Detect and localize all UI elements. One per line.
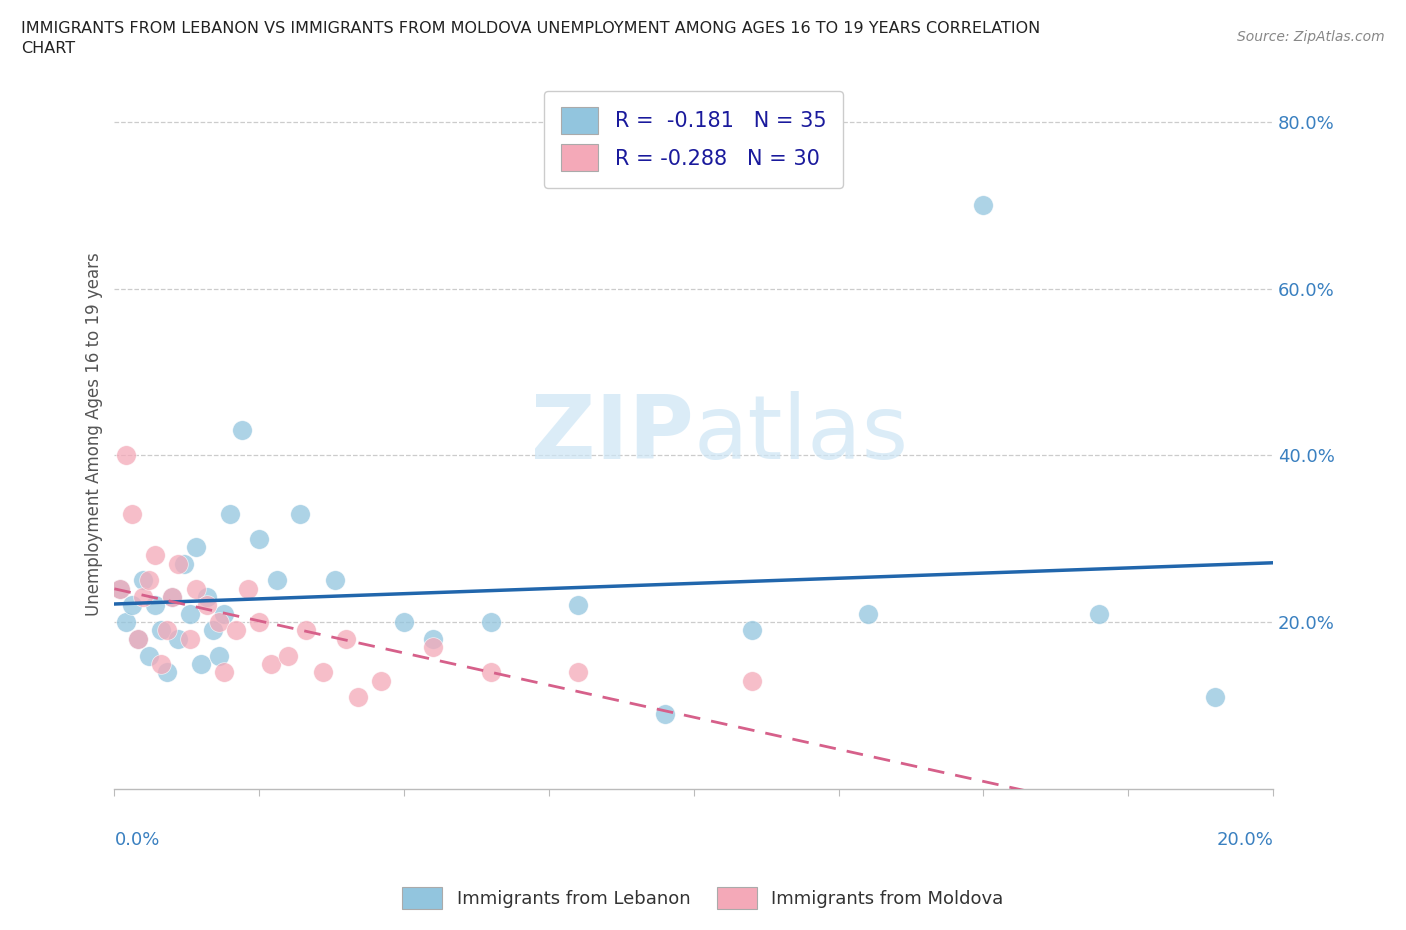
Point	[567, 665, 589, 680]
Point	[260, 657, 283, 671]
Point	[155, 665, 177, 680]
Point	[201, 623, 224, 638]
Point	[422, 631, 444, 646]
Point	[219, 506, 242, 521]
Point	[479, 615, 502, 630]
Point	[335, 631, 357, 646]
Point	[741, 623, 763, 638]
Point	[294, 623, 316, 638]
Point	[162, 590, 184, 604]
Point	[121, 506, 143, 521]
Point	[167, 631, 190, 646]
Point	[179, 631, 201, 646]
Point	[108, 581, 131, 596]
Point	[856, 606, 879, 621]
Point	[127, 631, 149, 646]
Point	[149, 657, 172, 671]
Point	[162, 590, 184, 604]
Point	[277, 648, 299, 663]
Point	[132, 573, 155, 588]
Point	[149, 623, 172, 638]
Point	[479, 665, 502, 680]
Point	[138, 573, 160, 588]
Point	[236, 581, 259, 596]
Point	[195, 590, 218, 604]
Point	[108, 581, 131, 596]
Text: 20.0%: 20.0%	[1216, 831, 1272, 849]
Point	[231, 423, 253, 438]
Text: atlas: atlas	[693, 391, 908, 478]
Point	[225, 623, 247, 638]
Point	[179, 606, 201, 621]
Point	[422, 640, 444, 655]
Point	[127, 631, 149, 646]
Point	[167, 556, 190, 571]
Point	[972, 198, 994, 213]
Point	[195, 598, 218, 613]
Point	[247, 531, 270, 546]
Point	[247, 615, 270, 630]
Text: CHART: CHART	[21, 41, 75, 56]
Point	[115, 615, 138, 630]
Y-axis label: Unemployment Among Ages 16 to 19 years: Unemployment Among Ages 16 to 19 years	[86, 253, 103, 617]
Text: 0.0%: 0.0%	[114, 831, 160, 849]
Text: ZIP: ZIP	[531, 391, 693, 478]
Point	[214, 665, 236, 680]
Point	[266, 573, 288, 588]
Point	[346, 690, 368, 705]
Point	[741, 673, 763, 688]
Point	[121, 598, 143, 613]
Point	[132, 590, 155, 604]
Point	[208, 648, 231, 663]
Point	[208, 615, 231, 630]
Point	[184, 581, 207, 596]
Point	[190, 657, 212, 671]
Point	[1204, 690, 1226, 705]
Point	[392, 615, 415, 630]
Point	[214, 606, 236, 621]
Point	[654, 707, 676, 722]
Point	[143, 548, 166, 563]
Point	[138, 648, 160, 663]
Legend: R =  -0.181   N = 35, R = -0.288   N = 30: R = -0.181 N = 35, R = -0.288 N = 30	[544, 90, 844, 188]
Legend: Immigrants from Lebanon, Immigrants from Moldova: Immigrants from Lebanon, Immigrants from…	[395, 880, 1011, 916]
Text: Source: ZipAtlas.com: Source: ZipAtlas.com	[1237, 30, 1385, 44]
Point	[288, 506, 311, 521]
Point	[323, 573, 346, 588]
Point	[567, 598, 589, 613]
Point	[1088, 606, 1111, 621]
Point	[184, 539, 207, 554]
Text: IMMIGRANTS FROM LEBANON VS IMMIGRANTS FROM MOLDOVA UNEMPLOYMENT AMONG AGES 16 TO: IMMIGRANTS FROM LEBANON VS IMMIGRANTS FR…	[21, 21, 1040, 36]
Point	[370, 673, 392, 688]
Point	[143, 598, 166, 613]
Point	[155, 623, 177, 638]
Point	[312, 665, 335, 680]
Point	[115, 448, 138, 463]
Point	[173, 556, 195, 571]
